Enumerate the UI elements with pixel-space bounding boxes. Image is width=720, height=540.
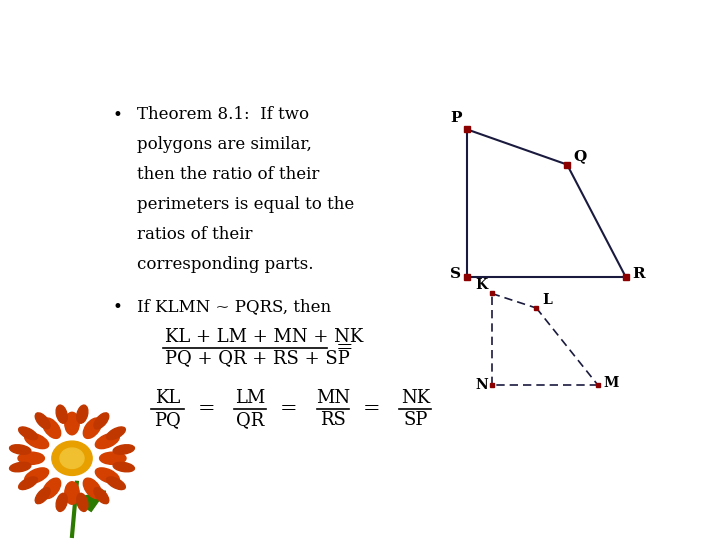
Ellipse shape <box>18 452 45 464</box>
Text: MN: MN <box>315 389 350 407</box>
Text: If KLMN ~ PQRS, then: If KLMN ~ PQRS, then <box>138 299 331 315</box>
Text: •: • <box>112 299 122 316</box>
Ellipse shape <box>95 433 120 449</box>
Text: P: P <box>450 111 462 125</box>
Text: RS: RS <box>320 411 346 429</box>
Ellipse shape <box>9 462 31 472</box>
Polygon shape <box>72 491 106 511</box>
Circle shape <box>52 441 92 475</box>
Text: PQ: PQ <box>154 411 181 429</box>
Ellipse shape <box>84 478 102 498</box>
Text: •: • <box>112 106 122 124</box>
Text: ratios of their: ratios of their <box>138 226 253 243</box>
Ellipse shape <box>56 494 67 511</box>
Text: perimeters is equal to the: perimeters is equal to the <box>138 196 355 213</box>
Text: polygons are similar,: polygons are similar, <box>138 136 312 153</box>
Ellipse shape <box>65 413 79 435</box>
Ellipse shape <box>24 468 49 483</box>
Text: SP: SP <box>403 411 428 429</box>
Text: then the ratio of their: then the ratio of their <box>138 166 320 183</box>
Ellipse shape <box>94 413 109 429</box>
Text: N: N <box>475 378 487 392</box>
Text: Q: Q <box>574 150 587 164</box>
Text: corresponding parts.: corresponding parts. <box>138 256 314 273</box>
Ellipse shape <box>95 468 120 483</box>
Ellipse shape <box>19 427 37 440</box>
Ellipse shape <box>77 494 88 511</box>
Ellipse shape <box>99 452 126 464</box>
Ellipse shape <box>35 488 50 504</box>
Text: KL + LM + MN + NK: KL + LM + MN + NK <box>166 328 364 346</box>
Text: L: L <box>542 293 552 307</box>
Text: QR: QR <box>236 411 264 429</box>
Text: K: K <box>475 278 487 292</box>
Text: NK: NK <box>401 389 430 407</box>
Circle shape <box>60 448 84 469</box>
Ellipse shape <box>35 413 50 429</box>
Ellipse shape <box>24 433 49 449</box>
Ellipse shape <box>56 405 67 423</box>
Ellipse shape <box>107 427 125 440</box>
Text: =: = <box>197 399 215 418</box>
Text: LM: LM <box>235 389 265 407</box>
Text: S: S <box>450 267 461 281</box>
Text: =: = <box>336 338 353 357</box>
Ellipse shape <box>84 418 102 438</box>
Ellipse shape <box>9 445 31 454</box>
Text: R: R <box>632 267 645 281</box>
Ellipse shape <box>107 477 125 490</box>
Text: KL: KL <box>155 389 180 407</box>
Ellipse shape <box>77 405 88 423</box>
Ellipse shape <box>65 482 79 504</box>
Ellipse shape <box>113 462 135 472</box>
Ellipse shape <box>42 418 60 438</box>
Text: =: = <box>362 399 380 418</box>
Text: M: M <box>603 376 618 390</box>
Ellipse shape <box>42 478 60 498</box>
Text: Theorem 8.1:  If two: Theorem 8.1: If two <box>138 106 310 123</box>
Ellipse shape <box>19 477 37 490</box>
Ellipse shape <box>94 488 109 504</box>
Ellipse shape <box>113 445 135 454</box>
Text: =: = <box>280 399 297 418</box>
Text: PQ + QR + RS + SP: PQ + QR + RS + SP <box>166 349 350 367</box>
